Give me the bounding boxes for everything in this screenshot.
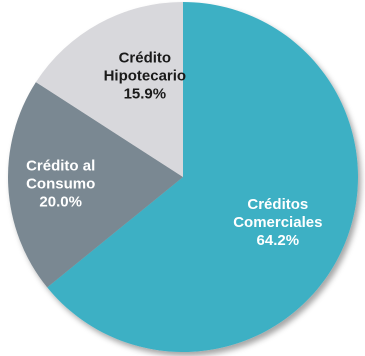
pie-slices [7,2,359,352]
pie-slice-label-line-2-1: Hipotecario [104,67,187,84]
pie-slice-0 [47,2,359,352]
pie-slice-2 [35,2,184,177]
pie-slice-value-0: 64.2% [257,232,300,249]
pie-slice-label-line-1-1: Consumo [26,176,95,193]
pie-slice-label-0: Créditos Comerciales 64.2% [233,196,322,249]
pie-slice-label-line-1-0: Crédito al [26,158,95,175]
pie-slice-label-line-2-0: Crédito [119,49,172,66]
pie-labels: Créditos Comerciales 64.2% Crédito al Consum… [26,49,322,249]
pie-slice-label-2: Crédito Hipotecario 15.9% [104,49,187,102]
pie-slice-1 [7,82,183,288]
pie-slice-label-1: Crédito al Consumo 20.0% [26,158,95,211]
pie-slice-value-2: 15.9% [124,85,167,102]
pie-slice-value-1: 20.0% [39,194,82,211]
pie-slice-label-line-0-0: Créditos [247,196,308,213]
pie-slice-label-line-0-1: Comerciales [233,214,322,231]
